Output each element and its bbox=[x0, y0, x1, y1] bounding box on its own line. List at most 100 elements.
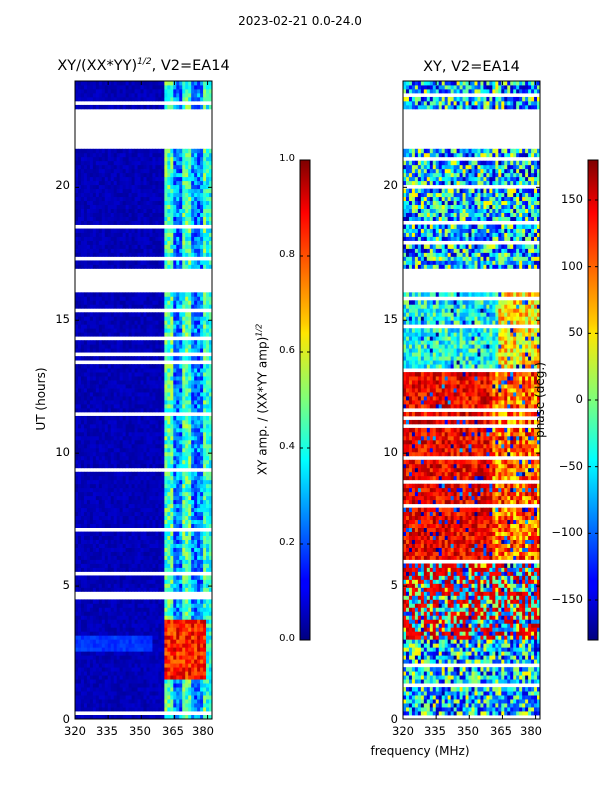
amp-cell bbox=[167, 415, 171, 421]
amp-cell bbox=[104, 563, 109, 568]
amp-cell bbox=[185, 392, 189, 397]
amp-cell bbox=[137, 415, 141, 421]
amp-cell bbox=[209, 252, 213, 257]
amp-cell bbox=[131, 423, 135, 429]
amp-cell bbox=[125, 427, 130, 433]
amp-cell bbox=[131, 587, 135, 592]
amp-cell bbox=[77, 607, 82, 612]
amp-cell bbox=[98, 707, 103, 712]
amp-cell bbox=[137, 691, 141, 696]
amp-cell bbox=[161, 655, 165, 660]
amp-cell bbox=[209, 451, 213, 457]
amp-cell bbox=[143, 559, 147, 564]
amp-cell bbox=[143, 715, 147, 720]
amp-cell bbox=[152, 499, 156, 505]
amp-cell bbox=[116, 392, 121, 397]
amp-cell bbox=[134, 535, 138, 540]
amp-cell bbox=[209, 483, 213, 489]
amp-cell bbox=[149, 567, 153, 572]
amp-cell bbox=[131, 435, 135, 441]
amp-cell bbox=[170, 543, 174, 548]
amp-cell bbox=[95, 244, 100, 249]
amp-cell bbox=[95, 599, 100, 604]
amp-cell bbox=[161, 340, 165, 345]
amp-cell bbox=[158, 403, 162, 409]
amp-cell bbox=[176, 388, 180, 393]
amp-cell bbox=[170, 511, 174, 517]
amp-cell bbox=[125, 419, 130, 425]
amp-cell bbox=[158, 427, 162, 433]
amp-cell bbox=[203, 407, 207, 413]
amp-cell bbox=[128, 236, 132, 241]
amp-cell bbox=[206, 687, 210, 692]
amp-cell bbox=[194, 300, 198, 305]
amp-cell bbox=[137, 611, 141, 616]
amp-cell bbox=[128, 479, 132, 485]
amp-cell bbox=[158, 487, 162, 493]
amp-cell bbox=[113, 543, 118, 548]
amp-cell bbox=[176, 487, 180, 493]
amp-cell bbox=[113, 707, 118, 712]
amp-cell bbox=[197, 511, 201, 517]
amp-cell bbox=[131, 455, 135, 461]
amp-cell bbox=[173, 435, 177, 441]
amp-cell bbox=[75, 340, 79, 345]
amp-cell bbox=[197, 300, 201, 305]
amp-cell bbox=[86, 396, 91, 401]
amp-cell bbox=[122, 423, 127, 429]
amp-cell bbox=[116, 643, 121, 648]
amp-cell bbox=[98, 611, 103, 616]
amp-cell bbox=[95, 531, 100, 536]
amp-cell bbox=[128, 463, 132, 469]
amp-cell bbox=[92, 507, 97, 513]
amp-cell bbox=[143, 667, 147, 672]
amp-cell bbox=[83, 663, 88, 668]
amp-cell bbox=[98, 212, 103, 217]
amp-cell bbox=[101, 220, 106, 225]
amp-cell bbox=[203, 475, 207, 481]
amp-cell bbox=[92, 679, 97, 684]
amp-cell bbox=[131, 667, 135, 672]
amp-cell bbox=[155, 328, 159, 333]
amp-cell bbox=[134, 627, 138, 632]
amp-cell bbox=[80, 695, 85, 700]
amp-cell bbox=[161, 384, 165, 389]
amp-cell bbox=[119, 392, 124, 397]
amp-cell bbox=[128, 579, 132, 584]
amp-cell bbox=[179, 435, 183, 441]
amp-cell bbox=[86, 691, 91, 696]
amp-cell bbox=[203, 647, 207, 652]
amp-cell bbox=[95, 415, 100, 421]
amp-cell bbox=[83, 443, 88, 449]
amp-cell bbox=[164, 503, 168, 509]
amp-cell bbox=[83, 403, 88, 409]
amp-cell bbox=[182, 651, 186, 656]
amp-cell bbox=[128, 555, 132, 560]
amp-cell bbox=[155, 376, 159, 381]
amp-cell bbox=[200, 328, 204, 333]
amp-cell bbox=[140, 479, 144, 485]
amp-cell bbox=[101, 507, 106, 513]
amp-cell bbox=[188, 236, 192, 241]
amp-cell bbox=[77, 715, 82, 720]
amp-cell bbox=[134, 511, 138, 517]
amp-cell bbox=[113, 216, 118, 221]
amp-cell bbox=[83, 471, 88, 477]
amp-cell bbox=[101, 671, 106, 676]
amp-cell bbox=[185, 435, 189, 441]
amp-cell bbox=[98, 531, 103, 536]
amp-cell bbox=[113, 659, 118, 664]
amp-cell bbox=[80, 707, 85, 712]
amp-cell bbox=[170, 435, 174, 441]
amp-cell bbox=[173, 635, 177, 640]
amp-cell bbox=[200, 316, 204, 321]
amp-cell bbox=[116, 372, 121, 377]
amp-cell bbox=[164, 332, 168, 337]
amp-cell bbox=[140, 376, 144, 381]
amp-cell bbox=[164, 563, 168, 568]
amp-cell bbox=[83, 703, 88, 708]
amp-cell bbox=[125, 475, 130, 481]
amp-cell bbox=[116, 539, 121, 544]
amp-cell bbox=[146, 635, 150, 640]
amp-cell bbox=[140, 543, 144, 548]
